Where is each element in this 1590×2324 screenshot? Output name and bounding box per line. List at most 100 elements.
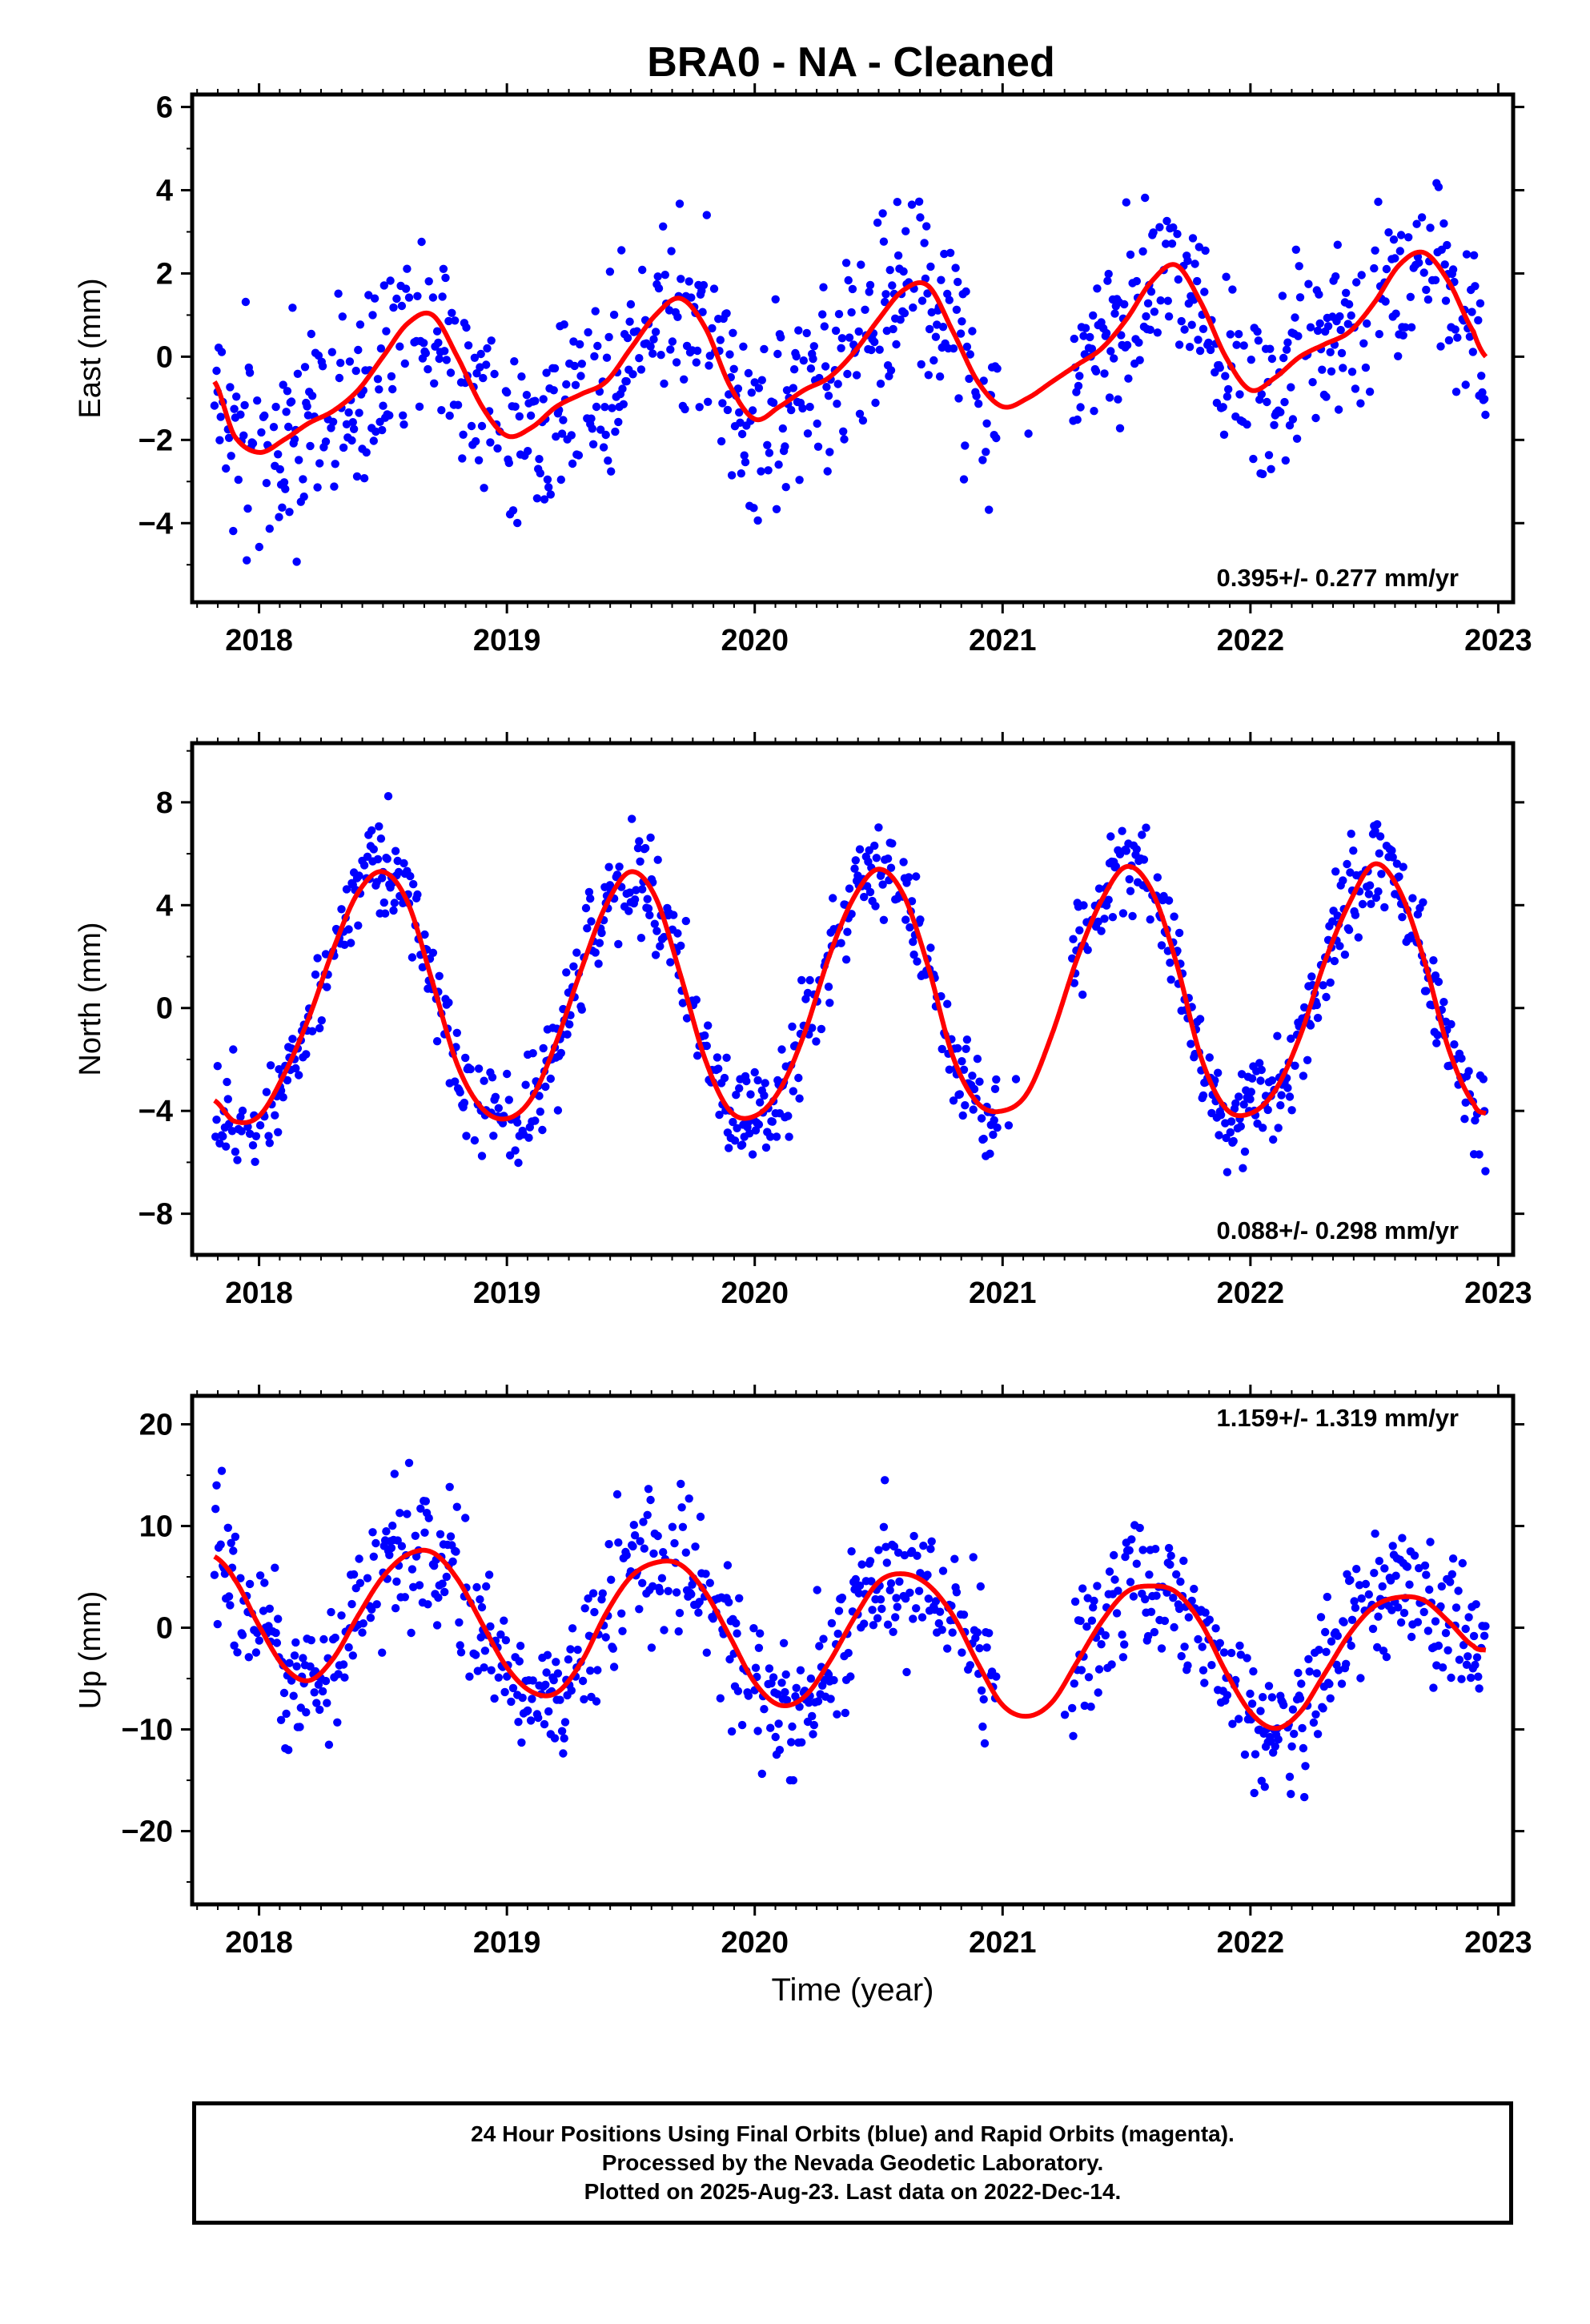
- data-point: [604, 1540, 613, 1549]
- data-point: [1412, 219, 1421, 228]
- data-point: [672, 1588, 681, 1597]
- data-point: [1094, 917, 1102, 927]
- data-point: [528, 1676, 537, 1685]
- data-point: [870, 337, 879, 347]
- data-point: [1223, 1691, 1232, 1699]
- data-point: [789, 384, 797, 392]
- data-point: [1283, 1084, 1292, 1092]
- data-point: [514, 1158, 523, 1168]
- x-tick-label: 2018: [225, 1926, 293, 1960]
- data-point: [1326, 348, 1335, 356]
- data-point: [1177, 316, 1186, 326]
- data-point: [552, 432, 560, 441]
- data-point: [1464, 1067, 1473, 1076]
- data-point: [1240, 1147, 1250, 1156]
- data-point: [1374, 197, 1383, 207]
- data-point: [861, 305, 869, 314]
- data-point: [716, 1694, 725, 1703]
- data-point: [560, 1718, 570, 1727]
- data-point: [975, 1077, 984, 1086]
- data-point: [306, 1662, 315, 1671]
- data-point: [568, 459, 577, 468]
- data-point: [1082, 1622, 1091, 1631]
- data-point: [1441, 1629, 1451, 1638]
- data-point: [586, 894, 595, 903]
- data-point: [1091, 367, 1101, 376]
- data-point: [639, 1518, 648, 1526]
- data-point: [1371, 826, 1379, 835]
- data-point: [1221, 372, 1230, 380]
- data-point: [339, 443, 348, 452]
- data-point: [435, 971, 444, 981]
- data-point: [444, 316, 453, 326]
- data-point: [808, 1711, 817, 1721]
- data-point: [741, 457, 750, 467]
- data-point: [754, 1120, 764, 1129]
- data-point: [306, 441, 315, 451]
- data-point: [879, 915, 889, 925]
- data-point: [1399, 862, 1407, 871]
- data-point: [567, 1686, 576, 1695]
- data-point: [388, 384, 397, 394]
- data-point: [1188, 234, 1198, 243]
- data-point: [1461, 1624, 1470, 1634]
- data-point: [611, 427, 620, 436]
- data-point: [1223, 1168, 1232, 1176]
- data-point: [1423, 1626, 1433, 1635]
- data-point: [464, 341, 473, 350]
- data-point: [566, 1645, 575, 1654]
- data-point: [787, 405, 796, 415]
- data-point: [1246, 1095, 1255, 1104]
- data-point: [440, 347, 449, 356]
- data-point: [1229, 1136, 1238, 1146]
- data-point: [580, 1695, 588, 1704]
- data-point: [1156, 296, 1165, 305]
- data-point: [461, 1514, 470, 1522]
- data-point: [380, 909, 390, 918]
- data-point: [1235, 390, 1244, 399]
- data-point: [1388, 853, 1397, 862]
- data-point: [978, 1722, 987, 1731]
- data-point: [628, 370, 637, 379]
- data-point: [1458, 1558, 1468, 1568]
- data-point: [695, 403, 704, 412]
- data-point: [754, 1643, 764, 1652]
- data-point: [956, 329, 966, 338]
- data-point: [854, 327, 863, 336]
- data-point: [708, 324, 717, 333]
- data-point: [904, 873, 913, 882]
- data-point: [1462, 1660, 1472, 1669]
- data-point: [844, 275, 853, 285]
- data-point: [924, 1594, 934, 1603]
- data-point: [645, 911, 654, 920]
- data-point: [1457, 1054, 1466, 1063]
- data-point: [1093, 284, 1102, 293]
- data-point: [251, 1648, 261, 1657]
- data-point: [385, 411, 394, 420]
- data-point: [584, 328, 592, 337]
- data-point: [591, 307, 600, 316]
- data-point: [873, 218, 882, 227]
- data-point: [935, 372, 945, 381]
- data-point: [255, 1636, 263, 1645]
- y-tick-label: −4: [139, 1095, 173, 1128]
- fit-curve: [213, 1547, 1488, 1731]
- data-point: [373, 854, 383, 864]
- data-point: [1295, 262, 1303, 271]
- data-point: [1291, 245, 1301, 254]
- data-point: [245, 368, 255, 377]
- data-point: [919, 1542, 928, 1550]
- data-point: [500, 1616, 508, 1625]
- data-point: [1151, 1545, 1160, 1554]
- data-point: [1375, 832, 1385, 841]
- data-point: [636, 365, 646, 374]
- data-point: [886, 863, 896, 872]
- data-point: [1279, 1700, 1288, 1710]
- data-point: [323, 983, 331, 991]
- data-point: [417, 237, 426, 247]
- y-tick-label: 2: [156, 257, 173, 291]
- data-point: [569, 337, 578, 346]
- data-point: [1271, 1742, 1280, 1751]
- data-point: [349, 1570, 359, 1579]
